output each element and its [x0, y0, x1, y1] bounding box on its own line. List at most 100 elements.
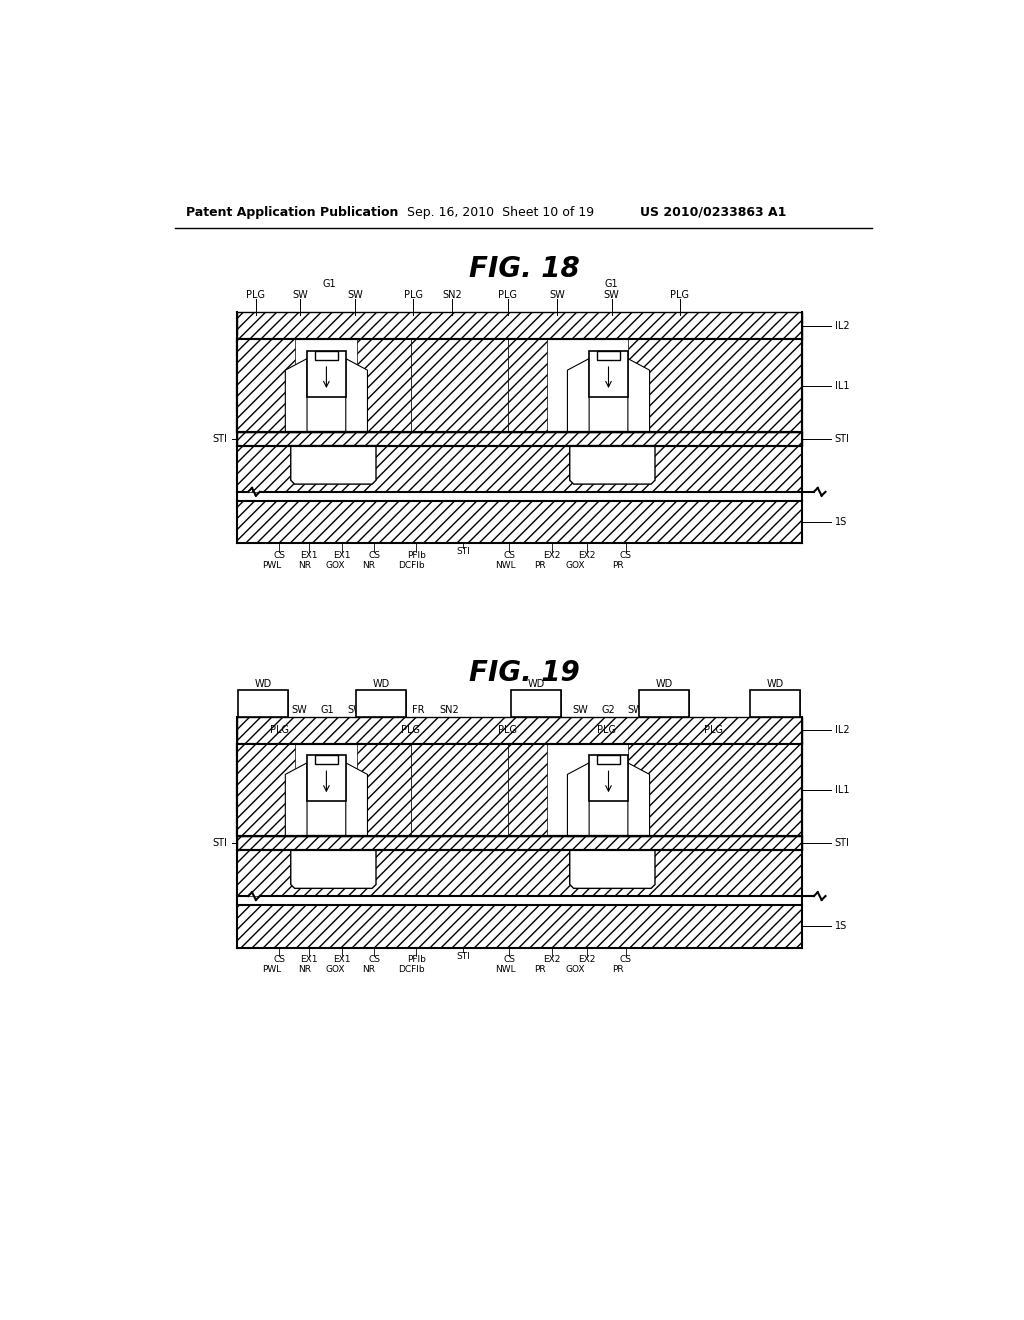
Text: STI: STI — [212, 434, 227, 444]
Text: NWL: NWL — [496, 561, 516, 570]
Text: SN2: SN2 — [442, 289, 462, 300]
Text: EX1: EX1 — [300, 956, 317, 965]
Bar — [237, 743, 802, 836]
Bar — [356, 339, 411, 432]
Bar — [237, 432, 802, 446]
Text: G1: G1 — [323, 279, 336, 289]
Bar — [237, 502, 802, 544]
Bar — [750, 689, 800, 717]
Text: NWL: NWL — [496, 965, 516, 974]
Bar — [639, 689, 689, 717]
Bar — [237, 743, 802, 836]
Text: CS: CS — [273, 552, 285, 560]
Bar — [356, 689, 407, 717]
Text: EX2: EX2 — [544, 552, 560, 560]
Text: STI: STI — [835, 434, 850, 444]
Text: 1S: 1S — [835, 921, 847, 932]
Text: PLG: PLG — [403, 289, 423, 300]
Bar — [356, 689, 407, 717]
Text: WD: WD — [527, 678, 545, 689]
Text: STI: STI — [835, 838, 850, 847]
Bar — [597, 351, 621, 360]
Text: SW: SW — [292, 289, 308, 300]
Text: EX1: EX1 — [333, 956, 350, 965]
Bar — [237, 850, 802, 896]
Text: G2: G2 — [602, 705, 615, 715]
Bar — [589, 755, 628, 801]
Text: SN2: SN2 — [439, 705, 460, 715]
Polygon shape — [569, 446, 655, 484]
Text: EX1: EX1 — [333, 552, 350, 560]
Text: PFIb: PFIb — [407, 552, 426, 560]
Text: FIG. 19: FIG. 19 — [469, 659, 581, 686]
Text: DCFIb: DCFIb — [398, 561, 425, 570]
Polygon shape — [291, 446, 376, 484]
Text: STI: STI — [212, 838, 227, 847]
Bar — [237, 339, 295, 432]
Text: STI: STI — [456, 548, 470, 556]
Bar — [411, 743, 508, 836]
Text: GOX: GOX — [326, 561, 345, 570]
Bar — [237, 339, 802, 432]
Text: CS: CS — [504, 552, 515, 560]
Text: CS: CS — [620, 552, 632, 560]
Text: PR: PR — [612, 965, 624, 974]
Text: WD: WD — [373, 678, 390, 689]
Polygon shape — [628, 763, 649, 836]
Bar — [237, 339, 802, 432]
Polygon shape — [291, 850, 376, 888]
Text: NR: NR — [298, 965, 311, 974]
Bar — [237, 743, 295, 836]
Bar — [237, 717, 802, 743]
Text: 1S: 1S — [835, 517, 847, 527]
Text: IL2: IL2 — [835, 725, 850, 735]
Bar — [508, 743, 547, 836]
Text: STI: STI — [456, 952, 470, 961]
Text: WD: WD — [655, 678, 673, 689]
Text: PLG: PLG — [247, 289, 265, 300]
Text: PR: PR — [535, 561, 546, 570]
Text: CS: CS — [620, 956, 632, 965]
Bar — [511, 689, 561, 717]
Text: PLG: PLG — [499, 289, 517, 300]
Text: IL1: IL1 — [835, 785, 849, 795]
Bar — [597, 755, 621, 764]
Text: G1: G1 — [321, 705, 334, 715]
Text: PLG: PLG — [597, 725, 616, 735]
Text: PR: PR — [612, 561, 624, 570]
Polygon shape — [286, 763, 307, 836]
Polygon shape — [346, 763, 368, 836]
Bar — [639, 689, 689, 717]
Bar — [750, 689, 800, 717]
Text: PWL: PWL — [262, 965, 282, 974]
Bar — [628, 339, 802, 432]
Text: US 2010/0233863 A1: US 2010/0233863 A1 — [640, 206, 785, 219]
Text: NR: NR — [361, 965, 375, 974]
Polygon shape — [286, 359, 307, 432]
Text: SW: SW — [347, 705, 362, 715]
Bar — [238, 689, 289, 717]
Text: CS: CS — [369, 552, 381, 560]
Text: NR: NR — [361, 561, 375, 570]
Polygon shape — [567, 359, 589, 432]
Bar — [411, 339, 508, 432]
Text: WD: WD — [767, 678, 783, 689]
Text: EX2: EX2 — [579, 956, 596, 965]
Text: PLG: PLG — [671, 289, 689, 300]
Text: Sep. 16, 2010  Sheet 10 of 19: Sep. 16, 2010 Sheet 10 of 19 — [407, 206, 594, 219]
Polygon shape — [346, 359, 368, 432]
Text: GOX: GOX — [565, 561, 585, 570]
Bar — [237, 906, 802, 948]
Text: SW: SW — [627, 705, 643, 715]
Text: FR: FR — [412, 705, 424, 715]
Bar — [314, 351, 338, 360]
Bar — [238, 689, 289, 717]
Text: PLG: PLG — [270, 725, 290, 735]
Text: EX2: EX2 — [579, 552, 596, 560]
Text: PLG: PLG — [705, 725, 723, 735]
Bar — [628, 743, 802, 836]
Text: IL1: IL1 — [835, 380, 849, 391]
Bar — [237, 836, 802, 850]
Bar — [511, 689, 561, 717]
Text: NR: NR — [298, 561, 311, 570]
